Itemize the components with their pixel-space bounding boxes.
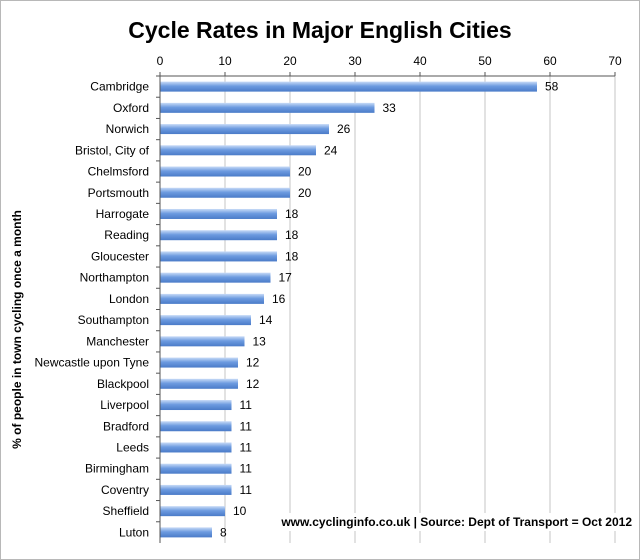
- chart-title: Cycle Rates in Major English Cities: [128, 17, 511, 43]
- value-label: 12: [246, 356, 260, 370]
- category-label: Leeds: [116, 440, 149, 454]
- bar: [160, 357, 238, 368]
- y-axis-label: % of people in town cycling once a month: [10, 210, 24, 449]
- bar: [160, 442, 232, 453]
- value-labels: 58 33 26 24 20 20 18 18 18 17 16 14 13 12 12 11 11 11 11 11…: [220, 80, 559, 540]
- bar: [160, 124, 329, 135]
- x-tick-label: 40: [413, 54, 427, 68]
- category-label: Blackpool: [97, 377, 149, 391]
- value-label: 58: [545, 80, 559, 94]
- value-label: 18: [285, 228, 299, 242]
- x-tick-label: 20: [283, 54, 297, 68]
- category-label: Newcastle upon Tyne: [34, 356, 149, 370]
- bar: [160, 145, 316, 156]
- source-annotation: www.cyclinginfo.co.uk | Source: Dept of …: [280, 515, 632, 529]
- bar: [160, 187, 290, 198]
- bar: [160, 378, 238, 389]
- category-label: Gloucester: [91, 249, 149, 263]
- bar: [160, 272, 271, 283]
- x-tick-label: 50: [478, 54, 492, 68]
- value-label: 11: [240, 419, 253, 433]
- value-label: 11: [240, 483, 253, 497]
- value-label: 33: [383, 101, 397, 115]
- category-label: Luton: [119, 525, 149, 539]
- bar: [160, 102, 375, 113]
- x-tick-label: 10: [218, 54, 232, 68]
- value-label: 17: [279, 271, 293, 285]
- value-label: 18: [285, 207, 299, 221]
- bar: [160, 506, 225, 517]
- value-label: 13: [253, 334, 267, 348]
- category-label: Bristol, City of: [75, 143, 150, 157]
- category-label: Bradford: [103, 419, 149, 433]
- category-label: Southampton: [78, 313, 149, 327]
- value-label: 24: [324, 143, 338, 157]
- bar: [160, 293, 264, 304]
- x-tick-label: 60: [543, 54, 557, 68]
- bar: [160, 463, 232, 474]
- category-label: Reading: [104, 228, 149, 242]
- category-label: Portsmouth: [88, 186, 149, 200]
- bar: [160, 527, 212, 538]
- bar: [160, 336, 245, 347]
- category-label: Birmingham: [85, 462, 149, 476]
- value-label: 8: [220, 525, 227, 539]
- bar: [160, 400, 232, 411]
- category-label: Harrogate: [96, 207, 150, 221]
- annotation-background: [277, 513, 636, 531]
- value-label: 16: [272, 292, 286, 306]
- bar: [160, 484, 232, 495]
- bar: [160, 166, 290, 177]
- category-label: Coventry: [101, 483, 149, 497]
- bar: [160, 230, 277, 241]
- category-label: Manchester: [86, 334, 149, 348]
- bar: [160, 81, 537, 92]
- category-label: Chelmsford: [88, 165, 149, 179]
- value-label: 18: [285, 249, 299, 263]
- category-label: Oxford: [113, 101, 149, 115]
- value-label: 10: [233, 504, 247, 518]
- category-label: Northampton: [80, 271, 149, 285]
- value-label: 12: [246, 377, 260, 391]
- value-label: 11: [240, 462, 253, 476]
- value-label: 14: [259, 313, 273, 327]
- bar: [160, 421, 232, 432]
- x-tick-label: 70: [608, 54, 622, 68]
- bar: [160, 208, 277, 219]
- category-label: London: [109, 292, 149, 306]
- category-label: Cambridge: [90, 80, 149, 94]
- category-label: Sheffield: [103, 504, 149, 518]
- bar: [160, 251, 277, 262]
- bar: [160, 315, 251, 326]
- category-labels: Cambridge Oxford Norwich Bristol, City of Ch…: [34, 75, 160, 539]
- bars: [160, 81, 537, 538]
- category-label: Norwich: [106, 122, 149, 136]
- x-tick-label: 0: [157, 54, 164, 68]
- category-label: Liverpool: [100, 398, 149, 412]
- x-axis-ticks: 0 10 20 30 40 50 60 70: [157, 54, 622, 77]
- value-label: 11: [240, 440, 253, 454]
- value-label: 11: [240, 398, 253, 412]
- value-label: 26: [337, 122, 351, 136]
- value-label: 20: [298, 186, 312, 200]
- x-tick-label: 30: [348, 54, 362, 68]
- value-label: 20: [298, 165, 312, 179]
